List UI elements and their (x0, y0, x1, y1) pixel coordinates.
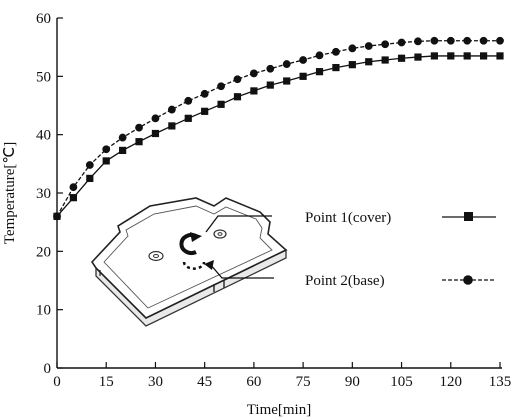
data-point-circle (85, 161, 94, 169)
y-tick-label: 30 (36, 186, 51, 202)
data-point-square (447, 52, 455, 60)
data-point-square (299, 72, 307, 80)
y-tick-label: 10 (36, 303, 51, 319)
screw-hole-icon (213, 229, 227, 239)
drive-cover-inner-edge (103, 205, 273, 309)
y-tick-label: 20 (36, 244, 51, 260)
data-point-square (201, 107, 209, 115)
data-point-square (496, 52, 504, 60)
x-tick-label: 105 (390, 374, 413, 390)
legend-label-point1: Point 1(cover) (305, 210, 391, 226)
data-point-circle (249, 69, 258, 78)
data-point-square (283, 77, 291, 85)
data-point-square (430, 52, 438, 60)
y-axis-ticks: 0 10 20 30 40 50 60 (36, 11, 63, 377)
data-point-square (414, 53, 422, 61)
legend: Point 1(cover) Point 2(base) (305, 210, 496, 289)
series-line-2 (56, 40, 500, 217)
leader-line-point2 (209, 263, 274, 279)
data-point-circle (414, 37, 422, 46)
screw-hole-icon (148, 250, 164, 262)
data-point-circle (315, 51, 324, 60)
data-point-square (86, 174, 94, 183)
data-point-circle (200, 89, 209, 98)
x-tick-label: 60 (246, 374, 261, 390)
x-tick-label: 120 (440, 374, 463, 390)
data-point-square (479, 52, 488, 60)
data-point-square (250, 87, 258, 95)
x-axis-title: Time[min] (247, 402, 311, 418)
x-tick-label: 135 (489, 374, 512, 390)
data-point-circle (53, 212, 61, 221)
y-tick-label: 60 (36, 11, 51, 27)
data-point-square (102, 157, 110, 165)
data-point-circle (167, 105, 176, 114)
screw-hole-inner-icon (217, 232, 223, 236)
data-point-square (381, 56, 389, 64)
data-point-circle (282, 60, 291, 68)
data-point-circle (364, 42, 373, 50)
data-point-circle (299, 56, 308, 64)
data-point-circle (118, 133, 127, 142)
data-point-circle (496, 36, 504, 45)
legend-marker-square (464, 212, 473, 221)
data-point-square (151, 129, 160, 138)
data-point-circle (430, 36, 439, 45)
leader-line-point1 (205, 215, 272, 233)
x-axis-ticks: 0 15 30 45 60 75 90 105 120 135 (53, 362, 511, 390)
x-tick-label: 75 (296, 374, 311, 390)
data-point-circle (332, 47, 340, 56)
leader-arrowhead-icon (204, 260, 214, 270)
y-tick-label: 50 (36, 69, 51, 85)
data-point-circle (102, 145, 111, 154)
x-tick-label: 45 (197, 374, 212, 390)
data-point-square (332, 63, 340, 72)
data-point-circle (233, 75, 242, 84)
data-point-circle (151, 114, 160, 123)
legend-marker-circle (463, 275, 473, 285)
y-tick-label: 40 (36, 128, 51, 144)
data-point-square (397, 54, 406, 62)
data-point-circle (69, 183, 78, 192)
y-tick-label: 0 (44, 361, 52, 377)
x-tick-label: 0 (53, 374, 61, 390)
data-point-circle (348, 44, 357, 53)
drive-illustration (90, 197, 288, 327)
data-point-square (315, 68, 324, 76)
data-point-circle (184, 96, 193, 105)
data-point-square (463, 52, 471, 60)
x-tick-label: 30 (148, 374, 163, 390)
rotation-arrowhead-icon (190, 232, 202, 242)
series-line-1 (56, 55, 500, 217)
data-point-circle (217, 82, 225, 91)
series-layer (53, 36, 504, 221)
drive-cover-outline (90, 197, 288, 319)
data-point-circle (381, 40, 390, 49)
screw-hole-inner-icon (153, 254, 159, 258)
y-axis-title: Temperature[℃] (2, 142, 18, 244)
data-point-circle (266, 64, 275, 73)
data-point-square (266, 81, 274, 89)
data-point-circle (446, 36, 455, 45)
data-point-square (168, 122, 176, 130)
legend-label-point2: Point 2(base) (305, 273, 385, 289)
data-point-circle (135, 123, 143, 132)
data-point-circle (479, 36, 488, 45)
dashed-rotation-arrow-icon (182, 261, 206, 270)
data-point-square (184, 114, 192, 122)
data-point-square (135, 138, 143, 146)
x-tick-label: 90 (345, 374, 360, 390)
data-point-square (217, 100, 225, 108)
data-point-square (233, 93, 242, 101)
data-point-square (365, 58, 373, 66)
data-point-square (69, 194, 78, 202)
data-point-square (348, 61, 356, 69)
data-point-circle (463, 36, 472, 45)
x-tick-label: 15 (99, 374, 114, 390)
data-point-square (119, 146, 127, 155)
data-point-circle (397, 38, 406, 47)
